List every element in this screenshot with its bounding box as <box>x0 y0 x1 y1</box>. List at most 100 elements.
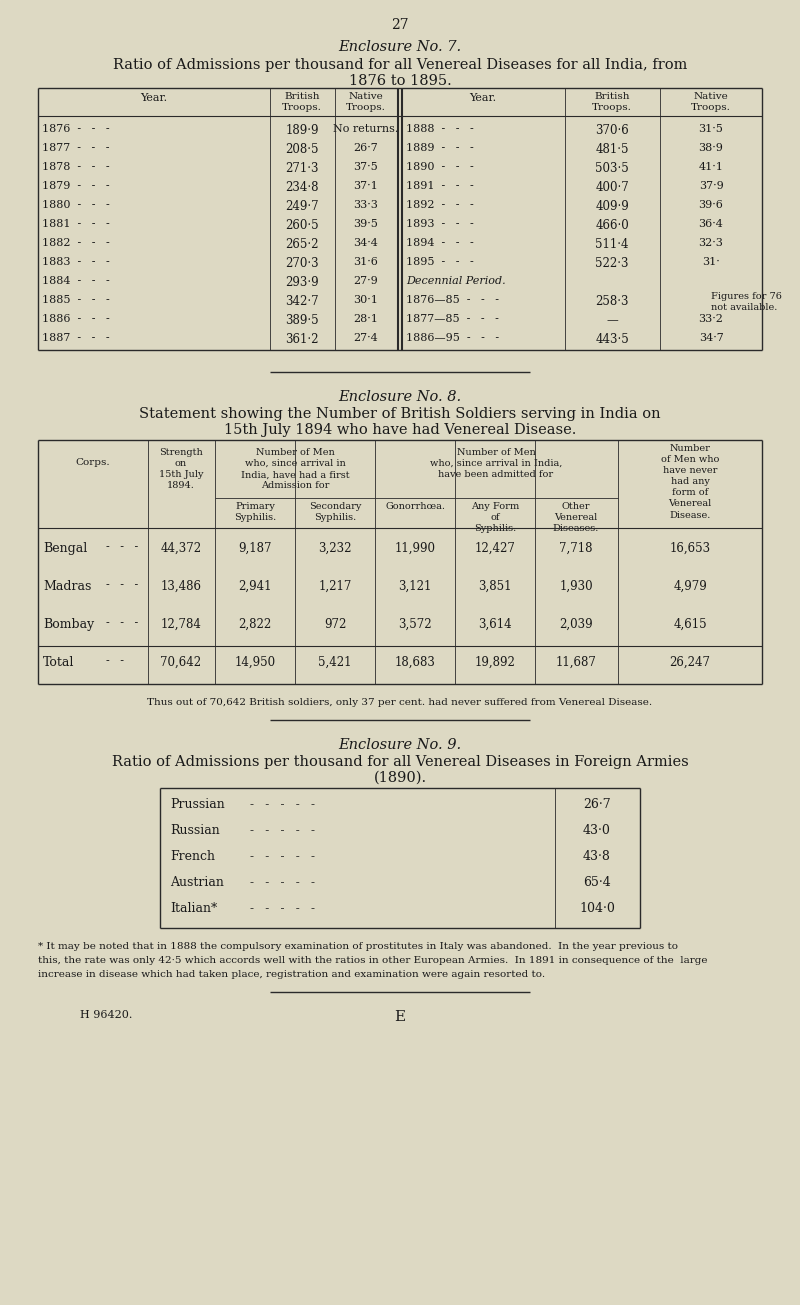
Text: Madras: Madras <box>43 579 91 592</box>
Text: 265·2: 265·2 <box>286 238 318 251</box>
Text: 3,851: 3,851 <box>478 579 512 592</box>
Text: 342·7: 342·7 <box>285 295 319 308</box>
Text: 1886  -   -   -: 1886 - - - <box>42 315 110 324</box>
Text: -   -   -   -   -: - - - - - <box>250 797 315 810</box>
Text: H 96420.: H 96420. <box>80 1010 132 1021</box>
Text: 503·5: 503·5 <box>595 162 629 175</box>
Text: 33·2: 33·2 <box>698 315 723 324</box>
Text: 31·: 31· <box>702 257 720 268</box>
Text: -   -: - - <box>106 656 124 666</box>
Text: 9,187: 9,187 <box>238 542 272 555</box>
Text: 1,217: 1,217 <box>318 579 352 592</box>
Text: Thus out of 70,642 British soldiers, only 37 per cent. had never suffered from V: Thus out of 70,642 British soldiers, onl… <box>147 698 653 707</box>
Text: 3,572: 3,572 <box>398 619 432 632</box>
Text: 1878  -   -   -: 1878 - - - <box>42 162 110 172</box>
Text: 43·8: 43·8 <box>583 850 611 863</box>
Text: 1891  -   -   -: 1891 - - - <box>406 181 474 191</box>
Text: 1,930: 1,930 <box>559 579 593 592</box>
Text: 1889  -   -   -: 1889 - - - <box>406 144 474 153</box>
Text: 38·9: 38·9 <box>698 144 723 153</box>
Text: 3,614: 3,614 <box>478 619 512 632</box>
Text: 19,892: 19,892 <box>474 656 515 669</box>
Text: 1890  -   -   -: 1890 - - - <box>406 162 474 172</box>
Text: Ratio of Admissions per thousand for all Venereal Diseases in Foreign Armies: Ratio of Admissions per thousand for all… <box>112 756 688 769</box>
Text: 34·7: 34·7 <box>698 333 723 343</box>
Text: 41·1: 41·1 <box>698 162 723 172</box>
Text: 443·5: 443·5 <box>595 333 629 346</box>
Text: Bombay: Bombay <box>43 619 94 632</box>
Text: 13,486: 13,486 <box>161 579 202 592</box>
Text: Secondary
Syphilis.: Secondary Syphilis. <box>309 502 361 522</box>
Text: 1894  -   -   -: 1894 - - - <box>406 238 474 248</box>
Text: Native
Troops.: Native Troops. <box>691 91 731 112</box>
Text: 104·0: 104·0 <box>579 902 615 915</box>
Text: 26·7: 26·7 <box>354 144 378 153</box>
Text: 511·4: 511·4 <box>595 238 629 251</box>
Text: 1893  -   -   -: 1893 - - - <box>406 219 474 228</box>
Text: 39·6: 39·6 <box>698 200 723 210</box>
Text: 12,784: 12,784 <box>161 619 202 632</box>
Text: 26,247: 26,247 <box>670 656 710 669</box>
Text: 1886—95  -   -   -: 1886—95 - - - <box>406 333 499 343</box>
Text: 14,950: 14,950 <box>234 656 275 669</box>
Text: Year.: Year. <box>470 93 497 103</box>
Text: Corps.: Corps. <box>76 458 110 467</box>
Text: 1882  -   -   -: 1882 - - - <box>42 238 110 248</box>
Text: 400·7: 400·7 <box>595 181 629 194</box>
Text: Bengal: Bengal <box>43 542 87 555</box>
Text: 26·7: 26·7 <box>583 797 611 810</box>
Text: 249·7: 249·7 <box>285 200 319 213</box>
Text: 2,822: 2,822 <box>238 619 272 632</box>
Text: 27·4: 27·4 <box>354 333 378 343</box>
Text: 15th July 1894 who have had Venereal Disease.: 15th July 1894 who have had Venereal Dis… <box>224 423 576 437</box>
Text: 11,687: 11,687 <box>555 656 597 669</box>
Text: 2,039: 2,039 <box>559 619 593 632</box>
Text: British
Troops.: British Troops. <box>282 91 322 112</box>
Text: 1880  -   -   -: 1880 - - - <box>42 200 110 210</box>
Text: 65·4: 65·4 <box>583 876 611 889</box>
Text: -   -   -   -   -: - - - - - <box>250 902 315 915</box>
Text: 11,990: 11,990 <box>394 542 435 555</box>
Text: 972: 972 <box>324 619 346 632</box>
Text: 260·5: 260·5 <box>285 219 319 232</box>
Text: 70,642: 70,642 <box>161 656 202 669</box>
Text: 44,372: 44,372 <box>161 542 202 555</box>
Text: 31·5: 31·5 <box>698 124 723 134</box>
Text: 389·5: 389·5 <box>285 315 319 328</box>
Text: 466·0: 466·0 <box>595 219 629 232</box>
Text: 481·5: 481·5 <box>595 144 629 157</box>
Text: Strength
on
15th July
1894.: Strength on 15th July 1894. <box>158 448 203 491</box>
Text: 208·5: 208·5 <box>286 144 318 157</box>
Text: 1877  -   -   -: 1877 - - - <box>42 144 110 153</box>
Text: 409·9: 409·9 <box>595 200 629 213</box>
Text: 27: 27 <box>391 18 409 33</box>
Text: Other
Venereal
Diseases.: Other Venereal Diseases. <box>553 502 599 534</box>
Text: 3,121: 3,121 <box>398 579 432 592</box>
Text: 43·0: 43·0 <box>583 823 611 837</box>
Text: Number of Men
who, since arrival in India,
have been admitted for: Number of Men who, since arrival in Indi… <box>430 448 562 479</box>
Text: Enclosure No. 9.: Enclosure No. 9. <box>338 739 462 752</box>
Text: —: — <box>606 315 618 328</box>
Text: Statement showing the Number of British Soldiers serving in India on: Statement showing the Number of British … <box>139 407 661 422</box>
Text: No returns.: No returns. <box>334 124 398 134</box>
Text: 30·1: 30·1 <box>354 295 378 305</box>
Text: -   -   -   -   -: - - - - - <box>250 876 315 889</box>
Text: 33·3: 33·3 <box>354 200 378 210</box>
Text: 1877—85  -   -   -: 1877—85 - - - <box>406 315 499 324</box>
Text: increase in disease which had taken place, registration and examination were aga: increase in disease which had taken plac… <box>38 970 545 979</box>
Text: -   -   -: - - - <box>106 619 138 628</box>
Text: * It may be noted that in 1888 the compulsory examination of prostitutes in Ital: * It may be noted that in 1888 the compu… <box>38 942 678 951</box>
Text: Total: Total <box>43 656 74 669</box>
Text: 32·3: 32·3 <box>698 238 723 248</box>
Text: 1895  -   -   -: 1895 - - - <box>406 257 474 268</box>
Text: 27·9: 27·9 <box>354 275 378 286</box>
Text: 522·3: 522·3 <box>595 257 629 270</box>
Text: 258·3: 258·3 <box>595 295 629 308</box>
Text: 189·9: 189·9 <box>286 124 318 137</box>
Text: Decennial Period.: Decennial Period. <box>406 275 506 286</box>
Text: 1883  -   -   -: 1883 - - - <box>42 257 110 268</box>
Text: 1876—85  -   -   -: 1876—85 - - - <box>406 295 499 305</box>
Text: 3,232: 3,232 <box>318 542 352 555</box>
Text: 31·6: 31·6 <box>354 257 378 268</box>
Text: Primary
Syphilis.: Primary Syphilis. <box>234 502 276 522</box>
